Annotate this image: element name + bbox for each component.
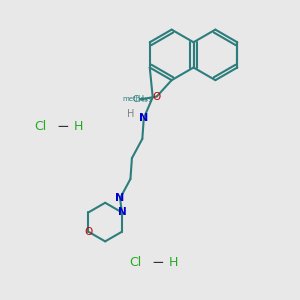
Text: N: N xyxy=(118,207,126,218)
Text: H: H xyxy=(169,256,178,269)
Text: Cl: Cl xyxy=(129,256,141,269)
Text: O: O xyxy=(84,227,93,237)
Text: N: N xyxy=(139,113,148,123)
Text: Cl: Cl xyxy=(34,120,46,133)
Text: H: H xyxy=(127,109,134,118)
Text: O: O xyxy=(153,92,161,101)
Text: −: − xyxy=(151,255,164,270)
Text: methoxy: methoxy xyxy=(122,97,153,103)
Text: CH₃: CH₃ xyxy=(133,95,148,104)
Text: H: H xyxy=(74,120,83,133)
Text: −: − xyxy=(56,119,69,134)
Text: N: N xyxy=(116,193,125,203)
